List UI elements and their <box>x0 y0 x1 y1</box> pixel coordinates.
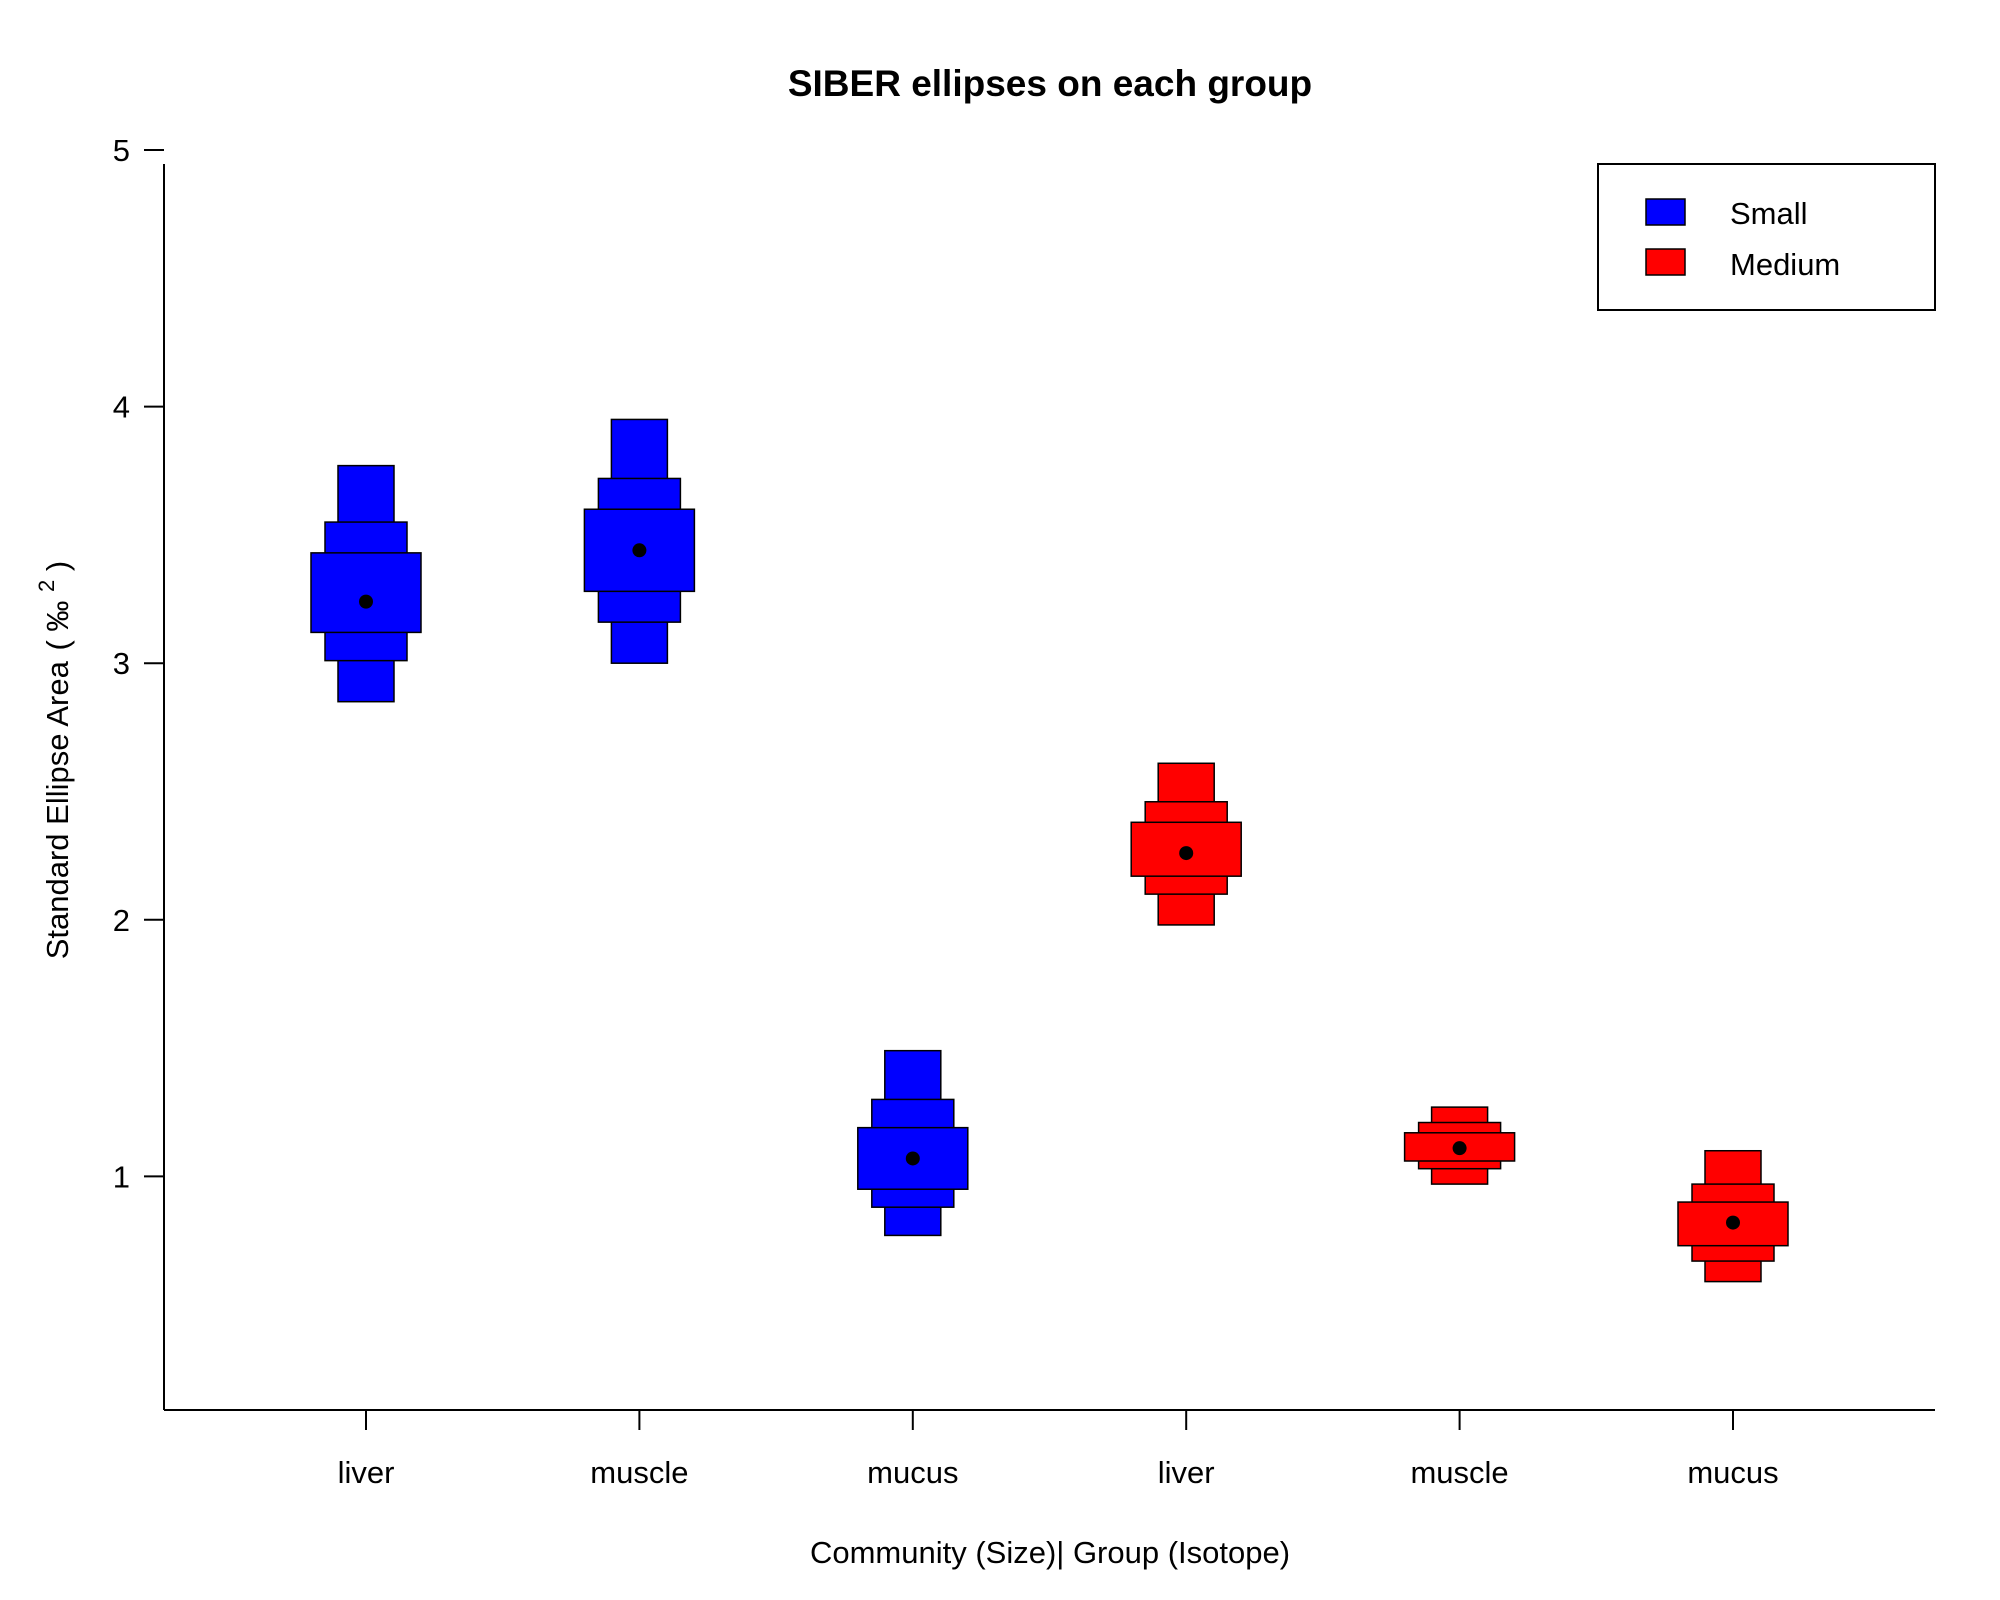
y-tick-label-2: 2 <box>113 903 130 938</box>
mode-point-small-liver <box>359 594 373 609</box>
legend-swatch-small <box>1645 198 1686 226</box>
y-axis-label-main: Standard Ellipse Area <box>40 660 75 959</box>
y-axis-ticks: 1 2 3 4 5 <box>113 133 164 1194</box>
y-axis-label-open: ( <box>40 640 75 651</box>
group-medium-muscle <box>1403 1106 1516 1185</box>
mode-point-small-muscle <box>632 543 647 558</box>
x-tick-label-mucus: mucus <box>1687 1455 1778 1490</box>
group-small-liver <box>310 464 422 703</box>
y-tick-label-4: 4 <box>113 390 130 425</box>
legend-swatch-medium <box>1645 248 1686 276</box>
x-tick-label-mucus: mucus <box>867 1455 958 1490</box>
x-tick-label-muscle: muscle <box>590 1455 688 1490</box>
x-axis-ticks: liver muscle mucus liver muscle mucus <box>338 1410 1779 1490</box>
y-tick-label-3: 3 <box>113 646 130 681</box>
chart-title: SIBER ellipses on each group <box>788 63 1312 104</box>
mode-point-medium-mucus <box>1726 1215 1740 1230</box>
legend-box <box>1597 163 1936 311</box>
group-medium-mucus <box>1677 1149 1789 1283</box>
x-tick-label-liver: liver <box>338 1455 395 1490</box>
x-tick-label-muscle: muscle <box>1410 1455 1508 1490</box>
mode-point-medium-muscle <box>1452 1141 1467 1156</box>
y-axis-label-sup: 2 <box>34 580 59 592</box>
y-tick-label-5: 5 <box>113 133 130 168</box>
group-medium-liver <box>1130 762 1242 926</box>
group-small-muscle <box>583 418 696 664</box>
mode-point-medium-liver <box>1179 846 1194 861</box>
y-axis-label-unit: ‰ <box>40 601 75 632</box>
x-axis-label: Community (Size)| Group (Isotope) <box>810 1535 1290 1570</box>
box-ci50-small-liver <box>310 552 422 634</box>
y-axis-label: Standard Ellipse Area ( ‰ 2 ) <box>26 561 75 960</box>
y-axis-label-close: ) <box>40 561 75 571</box>
box-ci50-medium-muscle <box>1403 1132 1516 1162</box>
legend: Small Medium <box>1597 163 1936 311</box>
x-tick-label-liver: liver <box>1158 1455 1215 1490</box>
plot-area <box>310 418 1789 1283</box>
legend-label-small: Small <box>1730 196 1808 231</box>
mode-point-small-mucus <box>905 1151 920 1166</box>
group-small-mucus <box>857 1049 969 1237</box>
legend-label-medium: Medium <box>1730 247 1840 282</box>
y-tick-label-1: 1 <box>113 1159 130 1194</box>
